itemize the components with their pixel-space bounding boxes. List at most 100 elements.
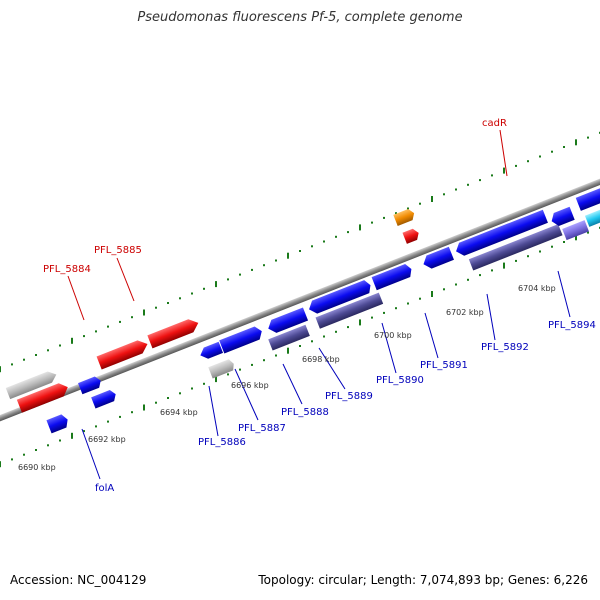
gene-label-pfl-5887[interactable]: PFL_5887: [238, 423, 286, 434]
outer-tick-ring: [0, 131, 600, 373]
minor-tick: [515, 164, 517, 167]
minor-tick: [95, 330, 97, 333]
minor-tick: [455, 188, 457, 191]
minor-tick: [419, 297, 421, 300]
gene-forward-blue-edge[interactable]: [46, 413, 70, 434]
gene-reverse-grey-left[interactable]: [5, 369, 59, 400]
minor-tick: [239, 368, 241, 371]
gene-reverse-red-left[interactable]: [16, 381, 71, 413]
gene-pfl-5884[interactable]: [96, 337, 151, 370]
minor-tick: [395, 307, 397, 310]
gene-blue-small-b[interactable]: [549, 206, 575, 228]
minor-tick: [527, 160, 529, 163]
minor-tick: [383, 311, 385, 314]
major-tick: [143, 309, 145, 316]
gene-label-pfl-5888[interactable]: PFL_5888: [281, 407, 329, 418]
gene-label-fola[interactable]: folA: [95, 483, 114, 494]
major-tick: [71, 337, 73, 344]
minor-tick: [155, 401, 157, 404]
minor-tick: [119, 320, 121, 323]
gene-cadr[interactable]: [393, 208, 416, 227]
gene-pfl-5890[interactable]: [371, 263, 414, 291]
major-tick: [0, 461, 1, 468]
major-tick: [287, 347, 289, 354]
minor-tick: [299, 250, 301, 252]
minor-tick: [539, 155, 541, 158]
minor-tick: [563, 146, 565, 148]
gene-pfl-5894[interactable]: [575, 183, 600, 211]
gene-fola[interactable]: [91, 389, 118, 409]
minor-tick: [347, 326, 349, 329]
minor-tick: [47, 349, 49, 352]
minor-tick: [23, 453, 25, 456]
gene-labels: cadR PFL_5885 PFL_5884 folA PFL_5886 PFL…: [43, 118, 596, 494]
minor-tick: [23, 358, 25, 361]
minor-tick: [467, 278, 469, 281]
gene-pfl-5889[interactable]: [306, 279, 373, 316]
minor-tick: [35, 449, 37, 451]
minor-tick: [179, 297, 181, 300]
minor-tick: [179, 392, 181, 395]
minor-tick: [587, 136, 589, 139]
gene-label-pfl-5885[interactable]: PFL_5885: [94, 245, 142, 256]
minor-tick: [443, 288, 445, 291]
minor-tick: [443, 193, 445, 196]
major-tick: [575, 234, 577, 241]
gene-pfl-5887[interactable]: [219, 325, 264, 354]
minor-tick: [191, 387, 193, 390]
gene-label-cadr[interactable]: cadR: [482, 118, 507, 129]
minor-tick: [59, 344, 61, 347]
minor-tick: [467, 183, 469, 186]
minor-tick: [119, 415, 121, 418]
minor-tick: [95, 425, 97, 428]
minor-tick: [227, 373, 229, 376]
minor-tick: [203, 382, 205, 385]
minor-tick: [263, 359, 265, 362]
scale-label: 6704 kbp: [518, 284, 556, 293]
genome-backbone: [0, 173, 600, 427]
gene-label-pfl-5892[interactable]: PFL_5892: [481, 342, 529, 353]
label-leader-lines: [67, 129, 571, 480]
gene-pfl-5888-purple[interactable]: [268, 324, 310, 351]
gene-light-purple[interactable]: [562, 220, 589, 241]
minor-tick: [335, 330, 337, 333]
gene-pfl-5888[interactable]: [266, 307, 309, 335]
gene-pfl-5892[interactable]: [453, 209, 548, 258]
scale-label: 6692 kbp: [88, 435, 126, 444]
minor-tick: [167, 397, 169, 399]
gene-label-pfl-5886[interactable]: PFL_5886: [198, 437, 246, 448]
gene-blue-small-a[interactable]: [78, 375, 103, 395]
gene-label-pfl-5894[interactable]: PFL_5894: [548, 320, 596, 331]
gene-pfl-5885[interactable]: [147, 316, 201, 349]
minor-tick: [383, 216, 385, 219]
gene-grey-small[interactable]: [208, 358, 236, 379]
gene-pfl-5891[interactable]: [421, 246, 454, 271]
major-tick: [503, 167, 505, 174]
gene-pfl-5894-cyan[interactable]: [584, 197, 600, 227]
gene-pfl-5889-purple[interactable]: [315, 292, 384, 329]
minor-tick: [479, 179, 481, 182]
gene-label-pfl-5884[interactable]: PFL_5884: [43, 264, 91, 275]
gene-label-pfl-5890[interactable]: PFL_5890: [376, 375, 424, 386]
minor-tick: [479, 274, 481, 277]
scale-label: 6698 kbp: [302, 355, 340, 364]
minor-tick: [227, 278, 229, 281]
minor-tick: [323, 335, 325, 338]
gene-label-pfl-5891[interactable]: PFL_5891: [420, 360, 468, 371]
minor-tick: [251, 268, 253, 271]
minor-tick: [11, 458, 13, 461]
gene-pfl-5886[interactable]: [198, 341, 224, 361]
minor-tick: [131, 316, 133, 319]
minor-tick: [311, 245, 313, 248]
major-tick: [0, 366, 1, 373]
minor-tick: [347, 231, 349, 234]
minor-tick: [47, 444, 49, 447]
gene-red-small[interactable]: [402, 227, 420, 244]
minor-tick: [491, 174, 493, 177]
gene-pfl-5892-purple[interactable]: [468, 224, 563, 271]
scale-labels: 6690 kbp 6692 kbp 6694 kbp 6696 kbp 6698…: [18, 284, 556, 472]
accession-text: Accession: NC_004129: [10, 573, 147, 587]
gene-label-pfl-5889[interactable]: PFL_5889: [325, 391, 373, 402]
minor-tick: [491, 269, 493, 272]
minor-tick: [59, 439, 61, 442]
